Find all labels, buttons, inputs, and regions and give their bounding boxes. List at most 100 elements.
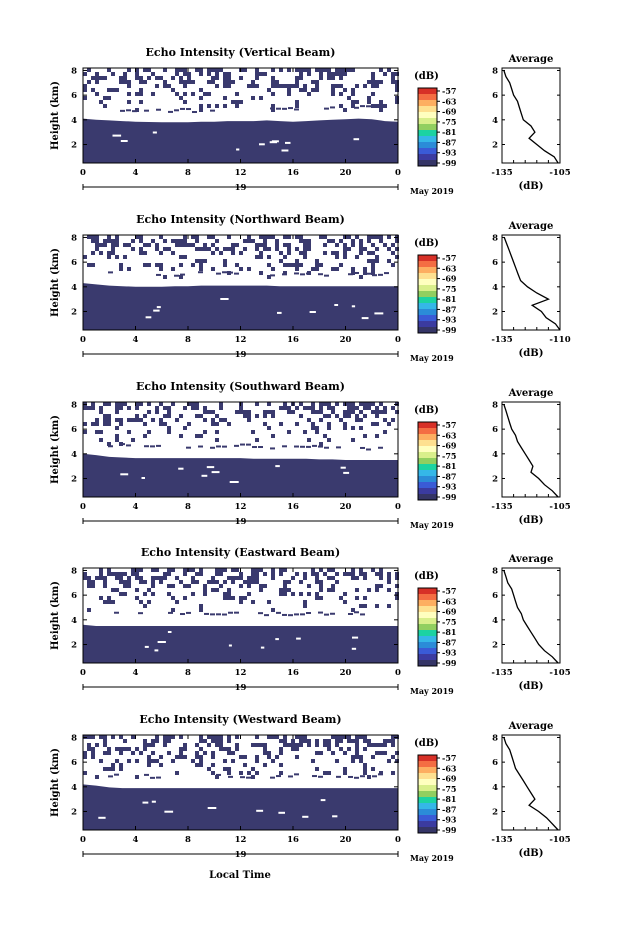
average-x-tick-label: -135 (491, 168, 512, 178)
echo-cell (295, 422, 299, 426)
echo-cell (299, 592, 303, 596)
echo-cell (275, 84, 279, 88)
echo-gap (361, 317, 369, 320)
echo-cell (151, 739, 155, 743)
echo-cell (379, 572, 383, 576)
echo-cell (335, 739, 339, 743)
echo-cell (359, 410, 363, 414)
echo-cell (99, 410, 103, 414)
echo-cell (143, 592, 147, 596)
average-y-tick-label: 6 (492, 758, 498, 768)
echo-cell (159, 76, 163, 80)
echo-streak (336, 775, 341, 778)
echo-cell (135, 759, 139, 763)
echo-cell (247, 418, 251, 422)
colorbar-swatch (418, 803, 437, 810)
echo-cell (227, 235, 231, 239)
x-tick-label: 0 (395, 502, 401, 512)
echo-cell (291, 739, 295, 743)
echo-cell (215, 438, 219, 442)
echo-cell (107, 239, 111, 243)
echo-cell (251, 580, 255, 584)
echo-cell (235, 243, 239, 247)
echo-cell (299, 743, 303, 747)
echo-cell (379, 104, 383, 108)
echo-cell (215, 568, 219, 572)
echo-streak (300, 273, 305, 276)
echo-cell (299, 235, 303, 239)
echo-streak (150, 776, 155, 779)
echo-cell (167, 568, 171, 572)
average-profile-line (503, 404, 559, 498)
colorbar-tick-label: -99 (442, 325, 457, 335)
echo-cell (115, 747, 119, 751)
echo-cell (303, 739, 307, 743)
echo-cell (295, 259, 299, 263)
echo-cell (311, 80, 315, 84)
echo-cell (183, 72, 187, 76)
echo-cell (223, 259, 227, 263)
echo-cell (151, 72, 155, 76)
echo-cell (335, 743, 339, 747)
echo-cell (107, 572, 111, 576)
echo-cell (199, 739, 203, 743)
echo-cell (251, 80, 255, 84)
echo-cell (183, 743, 187, 747)
echo-cell (331, 76, 335, 80)
echo-cell (307, 418, 311, 422)
echo-streak (240, 776, 245, 779)
echo-cell (219, 402, 223, 406)
echo-cell (235, 747, 239, 751)
echo-cell (387, 588, 391, 592)
echo-cell (335, 72, 339, 76)
echo-cell (383, 104, 387, 108)
echo-cell (111, 763, 115, 767)
echo-cell (355, 235, 359, 239)
colorbar-unit: (dB) (414, 571, 439, 582)
echo-cell (107, 251, 111, 255)
y-tick-label: 4 (71, 616, 77, 626)
echo-cell (351, 104, 355, 108)
echo-cell (283, 568, 287, 572)
echo-cell (195, 434, 199, 438)
average-title: Average (508, 721, 554, 732)
y-tick-label: 8 (71, 233, 77, 243)
echo-cell (91, 402, 95, 406)
x-tick-label: 0 (80, 835, 86, 845)
echo-cell (395, 572, 399, 576)
echo-cell (187, 422, 191, 426)
echo-streak (174, 109, 179, 112)
echo-streak (246, 776, 251, 779)
echo-cell (111, 243, 115, 247)
echo-cell (167, 247, 171, 251)
echo-cell (315, 576, 319, 580)
echo-cell (199, 759, 203, 763)
x-tick-label: 16 (287, 835, 299, 845)
echo-cell (147, 263, 151, 267)
echo-cell (179, 751, 183, 755)
echo-cell (91, 755, 95, 759)
echo-cell (259, 96, 263, 100)
average-frame (501, 401, 561, 498)
echo-cell (83, 88, 87, 92)
echo-cell (187, 402, 191, 406)
echo-cell (275, 243, 279, 247)
echo-cell (207, 410, 211, 414)
echo-cell (135, 92, 139, 96)
echo-cell (215, 739, 219, 743)
echo-cell (151, 580, 155, 584)
echo-cell (151, 568, 155, 572)
echo-cell (275, 755, 279, 759)
echo-cell (215, 743, 219, 747)
echo-cell (391, 263, 395, 267)
colorbar-swatch (418, 321, 437, 328)
echo-cell (123, 255, 127, 259)
echo-cell (167, 410, 171, 414)
y-tick-label: 2 (71, 140, 77, 150)
echo-cell (175, 771, 179, 775)
echo-cell (139, 100, 143, 104)
echo-cell (99, 572, 103, 576)
echo-cell (95, 422, 99, 426)
panel-title: Echo Intensity (Northward Beam) (136, 213, 345, 226)
panel-title: Echo Intensity (Eastward Beam) (141, 546, 340, 559)
